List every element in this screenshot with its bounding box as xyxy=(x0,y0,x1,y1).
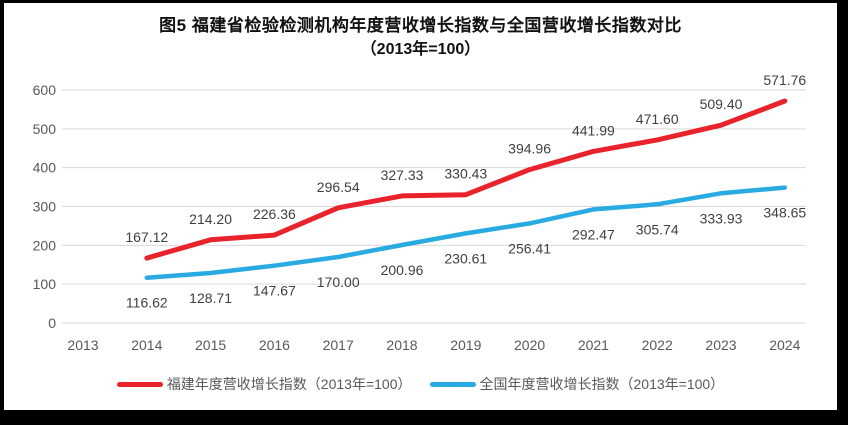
data-label-national-2015: 128.71 xyxy=(189,290,232,306)
x-tick-label-2015: 2015 xyxy=(195,337,226,353)
x-tick-label-2017: 2017 xyxy=(323,337,354,353)
data-label-fujian-2016: 226.36 xyxy=(253,206,296,222)
data-label-fujian-2017: 296.54 xyxy=(317,179,360,195)
data-label-fujian-2022: 471.60 xyxy=(636,111,679,127)
data-label-fujian-2021: 441.99 xyxy=(572,122,615,138)
y-tick-label-600: 600 xyxy=(33,82,57,98)
data-label-national-2016: 147.67 xyxy=(253,283,296,299)
data-label-national-2024: 348.65 xyxy=(763,205,806,221)
x-tick-label-2022: 2022 xyxy=(642,337,673,353)
data-label-national-2014: 116.62 xyxy=(126,295,168,311)
data-label-fujian-2020: 394.96 xyxy=(508,141,551,157)
data-label-fujian-2018: 327.33 xyxy=(381,167,424,183)
x-tick-label-2018: 2018 xyxy=(386,337,417,353)
x-tick-label-2021: 2021 xyxy=(578,337,609,353)
legend-item-national: 全国年度营收增长指数（2013年=100） xyxy=(429,374,725,394)
x-tick-label-2013: 2013 xyxy=(67,337,98,353)
y-tick-label-300: 300 xyxy=(33,199,57,215)
series-line-fujian xyxy=(144,98,788,261)
y-tick-label-400: 400 xyxy=(33,160,57,176)
data-label-fujian-2024: 571.76 xyxy=(763,72,806,88)
x-tick-label-2019: 2019 xyxy=(450,337,481,353)
x-tick-label-2016: 2016 xyxy=(259,337,290,353)
chart-subtitle: （2013年=100） xyxy=(360,41,481,58)
data-label-national-2021: 292.47 xyxy=(572,226,615,242)
data-label-fujian-2015: 214.20 xyxy=(189,211,232,227)
data-label-fujian-2023: 509.40 xyxy=(700,96,743,112)
chart-panel: 图5 福建省检验检测机构年度营收增长指数与全国营收增长指数对比 （2013年=1… xyxy=(4,3,837,410)
data-label-national-2023: 333.93 xyxy=(700,210,743,226)
fujian-series-swatch xyxy=(116,381,163,387)
data-label-national-2018: 200.96 xyxy=(381,262,424,278)
data-label-national-2017: 170.00 xyxy=(317,274,360,290)
x-tick-label-2024: 2024 xyxy=(769,337,800,353)
x-tick-label-2014: 2014 xyxy=(131,337,162,353)
chart-title: 图5 福建省检验检测机构年度营收增长指数与全国营收增长指数对比 xyxy=(159,16,682,35)
y-tick-label-0: 0 xyxy=(48,315,56,331)
data-label-national-2022: 305.74 xyxy=(636,221,679,237)
y-tick-label-200: 200 xyxy=(33,237,57,253)
data-label-fujian-2014: 167.12 xyxy=(125,229,168,245)
chart-legend: 福建年度营收增长指数（2013年=100） 全国年度营收增长指数（2013年=1… xyxy=(4,374,837,394)
series-line-national xyxy=(144,185,788,280)
legend-label-fujian: 福建年度营收增长指数（2013年=100） xyxy=(166,376,412,392)
data-label-national-2020: 256.41 xyxy=(508,240,551,256)
line-chart-canvas: 0 100 200 300 400 500 600 2013 2014 2015 2016 2017 2… xyxy=(33,72,807,353)
y-tick-label-100: 100 xyxy=(33,276,57,292)
legend-item-fujian: 福建年度营收增长指数（2013年=100） xyxy=(116,374,412,394)
data-label-fujian-2019: 330.43 xyxy=(444,166,487,182)
x-tick-label-2023: 2023 xyxy=(705,337,736,353)
legend-label-national: 全国年度营收增长指数（2013年=100） xyxy=(479,376,725,392)
y-tick-label-500: 500 xyxy=(33,121,57,137)
national-series-swatch xyxy=(429,381,476,387)
x-tick-label-2020: 2020 xyxy=(514,337,545,353)
data-label-national-2019: 230.61 xyxy=(444,250,487,266)
